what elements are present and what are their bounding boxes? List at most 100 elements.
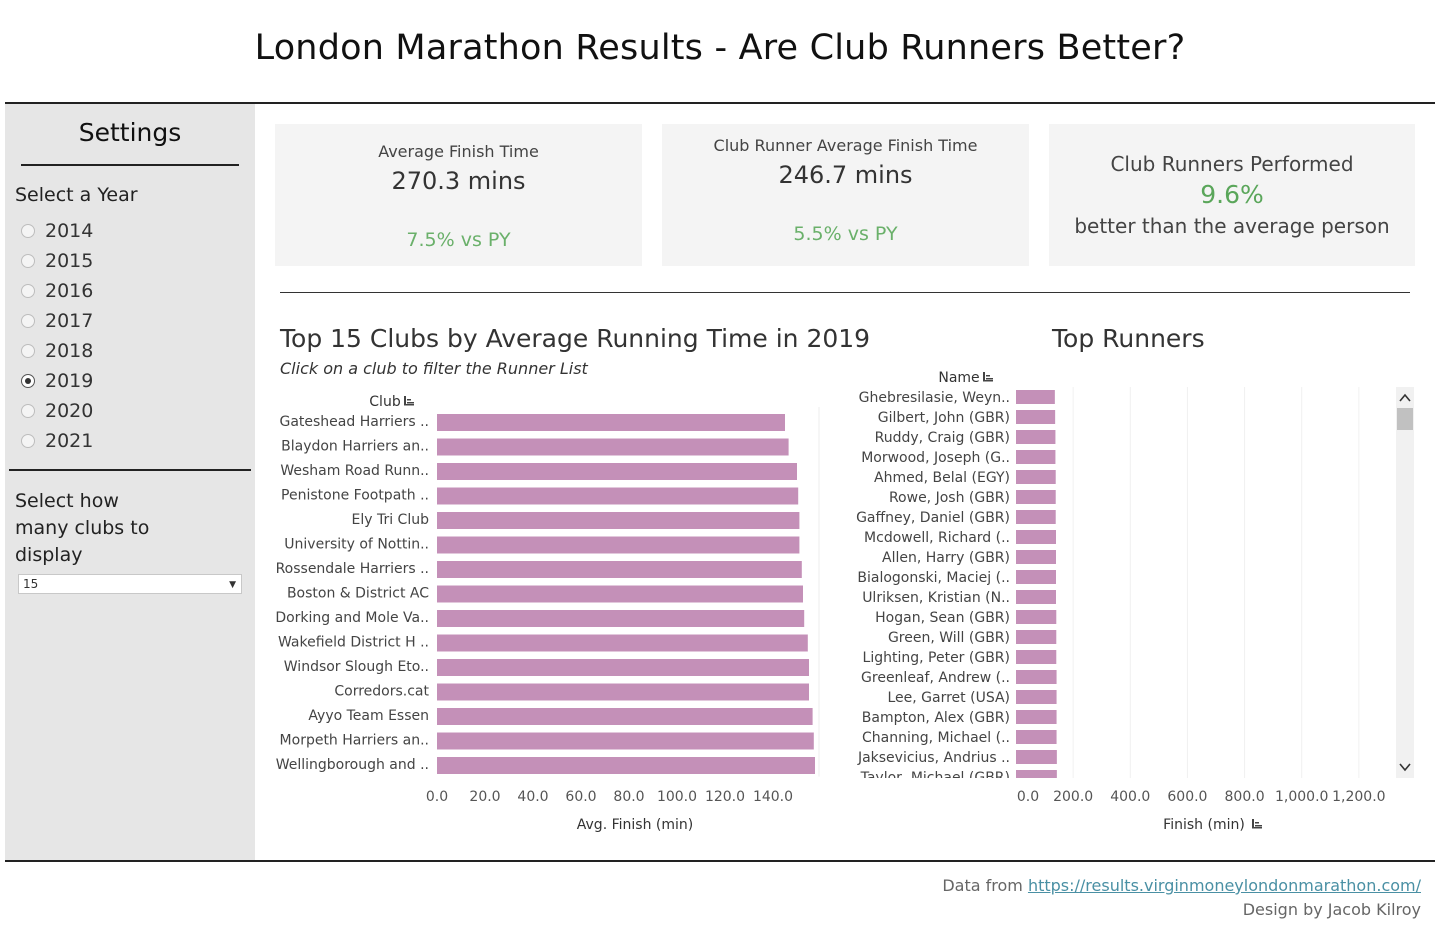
- runner-label[interactable]: Lee, Garret (USA): [887, 690, 1010, 706]
- radio-button[interactable]: [21, 404, 35, 418]
- bar[interactable]: [1016, 690, 1057, 704]
- category-label[interactable]: Wellingborough and ..: [276, 757, 429, 773]
- year-option-2019[interactable]: 2019: [21, 366, 93, 396]
- runner-label[interactable]: Greenleaf, Andrew (..: [861, 670, 1010, 686]
- sort-icon[interactable]: [404, 396, 414, 406]
- bar[interactable]: [1016, 650, 1057, 664]
- category-label[interactable]: Windsor Slough Eto..: [284, 659, 429, 675]
- bar[interactable]: [1016, 490, 1056, 504]
- bar[interactable]: [437, 659, 809, 676]
- bar[interactable]: [1016, 430, 1056, 444]
- category-label[interactable]: Penistone Footpath ..: [281, 488, 429, 504]
- radio-button[interactable]: [21, 284, 35, 298]
- bar[interactable]: [437, 610, 805, 627]
- runner-label[interactable]: Allen, Harry (GBR): [882, 550, 1010, 566]
- bar[interactable]: [437, 512, 800, 529]
- year-option-2016[interactable]: 2016: [21, 276, 93, 306]
- runner-list-scrollbar[interactable]: [1396, 387, 1414, 778]
- bar[interactable]: [1016, 630, 1057, 644]
- runner-label[interactable]: Jaksevicius, Andrius ..: [857, 750, 1010, 766]
- bar[interactable]: [437, 561, 802, 578]
- bar[interactable]: [437, 414, 785, 431]
- club-count-dropdown[interactable]: 15 ▼: [18, 574, 242, 594]
- runner-label[interactable]: Ahmed, Belal (EGY): [874, 470, 1010, 486]
- category-label[interactable]: Corredors.cat: [334, 684, 429, 700]
- bar[interactable]: [1016, 730, 1057, 744]
- runner-label[interactable]: Morwood, Joseph (G..: [861, 450, 1010, 466]
- year-option-2018[interactable]: 2018: [21, 336, 93, 366]
- year-option-2015[interactable]: 2015: [21, 246, 93, 276]
- bar[interactable]: [1016, 450, 1056, 464]
- bar[interactable]: [1016, 670, 1057, 684]
- bar[interactable]: [1016, 770, 1057, 784]
- category-label[interactable]: Wakefield District H ..: [278, 635, 429, 651]
- runner-label[interactable]: Hogan, Sean (GBR): [875, 610, 1010, 626]
- runner-label[interactable]: Rowe, Josh (GBR): [889, 490, 1010, 506]
- data-source-link[interactable]: https://results.virginmoneylondonmaratho…: [1027, 876, 1421, 895]
- runner-label[interactable]: Bialogonski, Maciej (..: [857, 570, 1010, 586]
- bar[interactable]: [1016, 470, 1056, 484]
- bar[interactable]: [437, 708, 813, 725]
- category-label[interactable]: Boston & District AC: [287, 586, 429, 602]
- runner-label[interactable]: Green, Will (GBR): [888, 630, 1010, 646]
- bar[interactable]: [437, 757, 815, 774]
- category-label[interactable]: Blaydon Harriers an..: [281, 439, 429, 455]
- bar[interactable]: [1016, 530, 1056, 544]
- category-label[interactable]: Ayyo Team Essen: [308, 708, 429, 724]
- bar[interactable]: [437, 585, 803, 603]
- sort-icon[interactable]: [1252, 819, 1262, 829]
- bar[interactable]: [437, 683, 809, 701]
- category-label[interactable]: Ely Tri Club: [352, 512, 430, 528]
- radio-button[interactable]: [21, 314, 35, 328]
- category-label[interactable]: Morpeth Harriers an..: [280, 733, 429, 749]
- bar[interactable]: [1016, 590, 1056, 604]
- tick-label: 80.0: [613, 789, 644, 805]
- scrollbar-thumb[interactable]: [1397, 408, 1413, 430]
- bar[interactable]: [1016, 410, 1056, 424]
- category-label[interactable]: Dorking and Mole Va..: [275, 610, 429, 626]
- bar[interactable]: [437, 438, 789, 456]
- radio-button[interactable]: [21, 434, 35, 448]
- runner-label[interactable]: Taylor, Michael (GBR): [860, 770, 1010, 786]
- runner-label[interactable]: Ghebresilasie, Weyn..: [859, 390, 1010, 406]
- year-option-2014[interactable]: 2014: [21, 216, 93, 246]
- bar[interactable]: [1016, 570, 1056, 584]
- chevron-up-icon[interactable]: [1399, 393, 1411, 402]
- radio-button[interactable]: [21, 344, 35, 358]
- category-label[interactable]: Gateshead Harriers ..: [279, 414, 429, 430]
- bar[interactable]: [1016, 750, 1057, 764]
- runner-label[interactable]: Mcdowell, Richard (..: [864, 530, 1010, 546]
- bar[interactable]: [1016, 510, 1056, 524]
- category-label[interactable]: Wesham Road Runn..: [280, 463, 429, 479]
- tick-label: 120.0: [705, 789, 745, 805]
- runner-label[interactable]: Lighting, Peter (GBR): [863, 650, 1010, 666]
- runner-label[interactable]: Gilbert, John (GBR): [878, 410, 1010, 426]
- year-option-2021[interactable]: 2021: [21, 426, 93, 456]
- runner-label[interactable]: Channing, Michael (..: [862, 730, 1010, 746]
- category-label[interactable]: Rossendale Harriers ..: [276, 561, 429, 577]
- runner-label[interactable]: Ruddy, Craig (GBR): [875, 430, 1010, 446]
- bar[interactable]: [437, 634, 808, 652]
- bar[interactable]: [437, 463, 797, 480]
- year-option-2017[interactable]: 2017: [21, 306, 93, 336]
- bar[interactable]: [1016, 550, 1056, 564]
- bar[interactable]: [437, 732, 814, 750]
- settings-divider: [21, 164, 239, 166]
- bar[interactable]: [437, 487, 799, 505]
- year-option-2020[interactable]: 2020: [21, 396, 93, 426]
- bar[interactable]: [437, 536, 800, 554]
- runner-label[interactable]: Ulriksen, Kristian (N..: [862, 590, 1010, 606]
- runner-label[interactable]: Bampton, Alex (GBR): [862, 710, 1010, 726]
- radio-button[interactable]: [21, 254, 35, 268]
- bar[interactable]: [1016, 710, 1057, 724]
- bar[interactable]: [1016, 390, 1055, 404]
- runner-label[interactable]: Gaffney, Daniel (GBR): [856, 510, 1010, 526]
- bottom-divider: [5, 860, 1435, 862]
- x-axis-label: Avg. Finish (min): [577, 817, 693, 833]
- radio-button[interactable]: [21, 224, 35, 238]
- sort-icon[interactable]: [983, 372, 993, 382]
- bar[interactable]: [1016, 610, 1057, 624]
- radio-button[interactable]: [21, 374, 35, 388]
- category-label[interactable]: University of Nottin..: [284, 537, 429, 553]
- chevron-down-icon[interactable]: [1399, 763, 1411, 772]
